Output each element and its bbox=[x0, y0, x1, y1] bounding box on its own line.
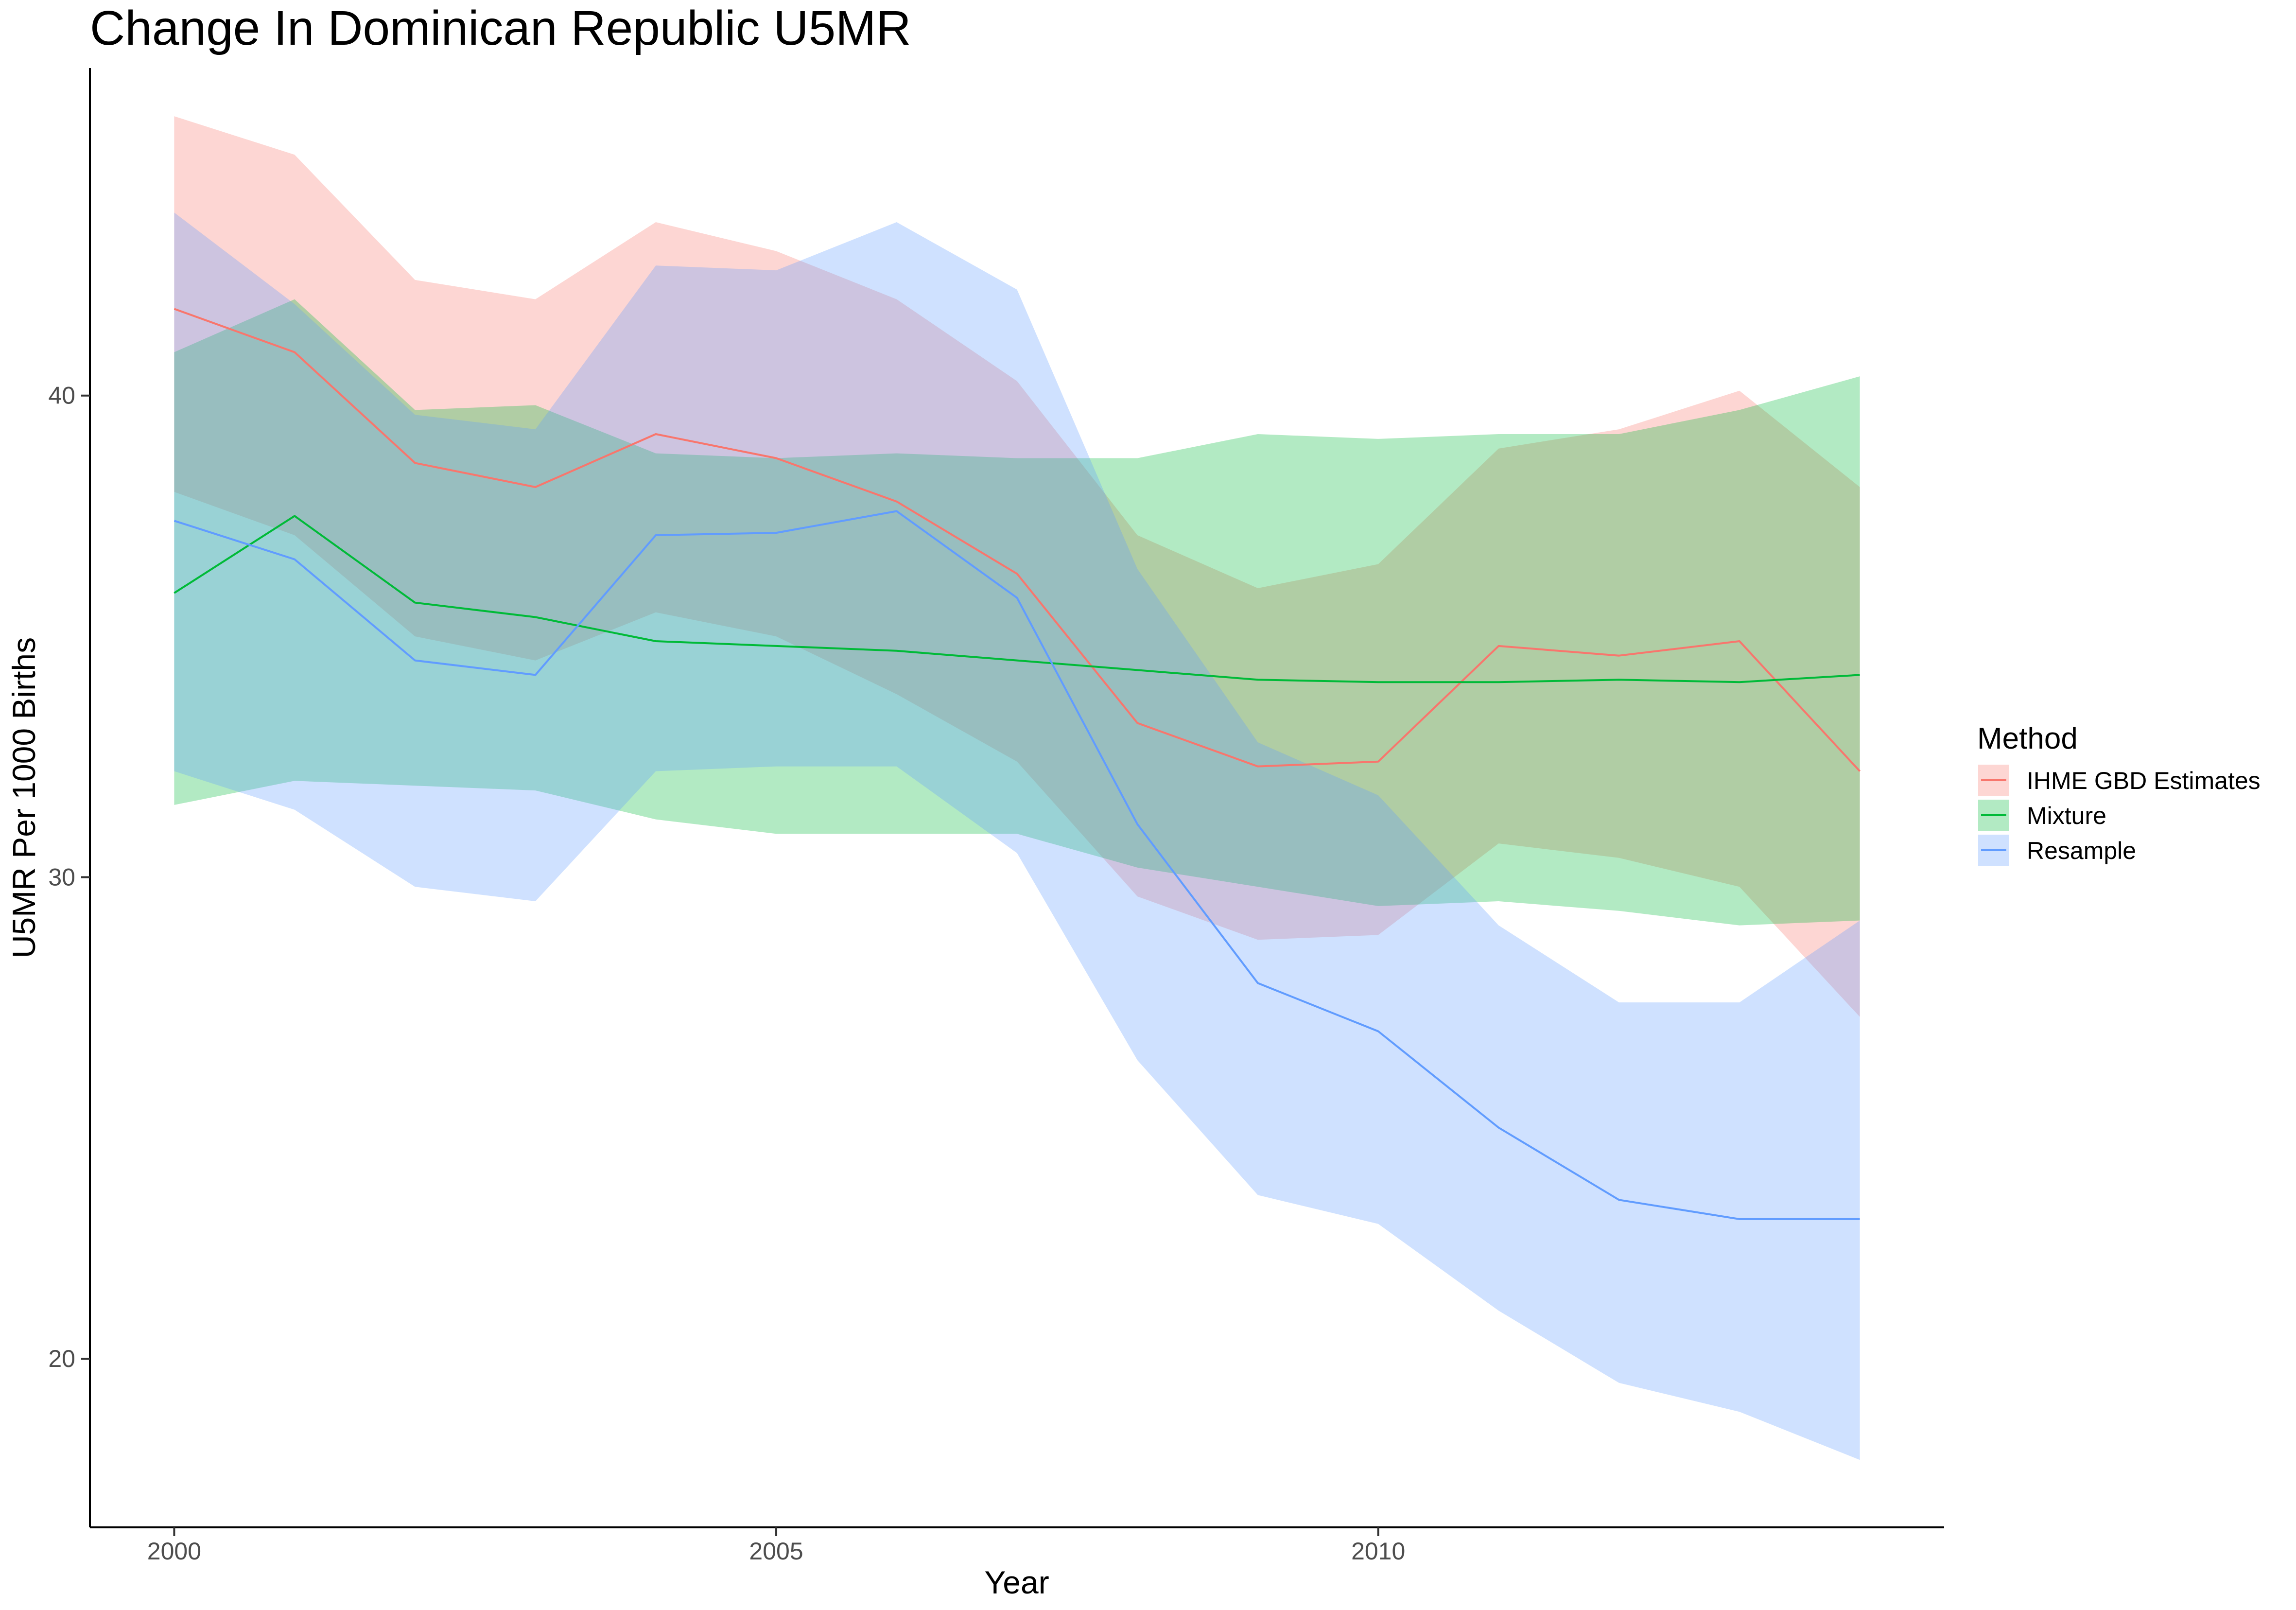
chart-title: Change In Dominican Republic U5MR bbox=[90, 1, 911, 55]
legend-label-mixture: Mixture bbox=[2027, 802, 2106, 829]
line-mixture bbox=[174, 515, 1860, 683]
line-ihme-gbd-estimates bbox=[174, 308, 1861, 772]
x-ticks: 2000 2005 2010 bbox=[147, 1527, 1405, 1565]
y-ticks: 20 30 40 bbox=[48, 382, 90, 1372]
x-tick-label: 2010 bbox=[1351, 1538, 1405, 1565]
axes bbox=[89, 68, 1944, 1528]
legend-item-resample: Resample bbox=[1978, 835, 2136, 866]
line-layer bbox=[174, 308, 1861, 1220]
legend-items: IHME GBD Estimates Mixture Resample bbox=[1978, 765, 2261, 866]
ribbon-mixture bbox=[174, 299, 1860, 926]
legend-item-mixture: Mixture bbox=[1978, 800, 2106, 831]
x-tick-label: 2005 bbox=[749, 1538, 803, 1565]
y-tick-label: 20 bbox=[48, 1345, 75, 1372]
y-tick-label: 40 bbox=[48, 382, 75, 409]
y-axis-title: U5MR Per 1000 Births bbox=[6, 637, 42, 958]
legend: Method IHME GBD Estimates Mixture Resample bbox=[1977, 722, 2261, 866]
x-axis-title: Year bbox=[984, 1564, 1049, 1600]
legend-title: Method bbox=[1977, 722, 2078, 755]
legend-item-ihme-gbd-estimates: IHME GBD Estimates bbox=[1978, 765, 2261, 796]
line-resample bbox=[174, 510, 1860, 1220]
legend-label-resample: Resample bbox=[2027, 837, 2136, 864]
ribbon-layer bbox=[174, 116, 1860, 1460]
x-tick-label: 2000 bbox=[147, 1538, 201, 1565]
ribbon-resample bbox=[174, 212, 1860, 1460]
y-tick-label: 30 bbox=[48, 863, 75, 891]
ribbon-ihme-gbd-estimates bbox=[174, 116, 1860, 1017]
legend-label-ihme-gbd-estimates: IHME GBD Estimates bbox=[2027, 767, 2261, 794]
